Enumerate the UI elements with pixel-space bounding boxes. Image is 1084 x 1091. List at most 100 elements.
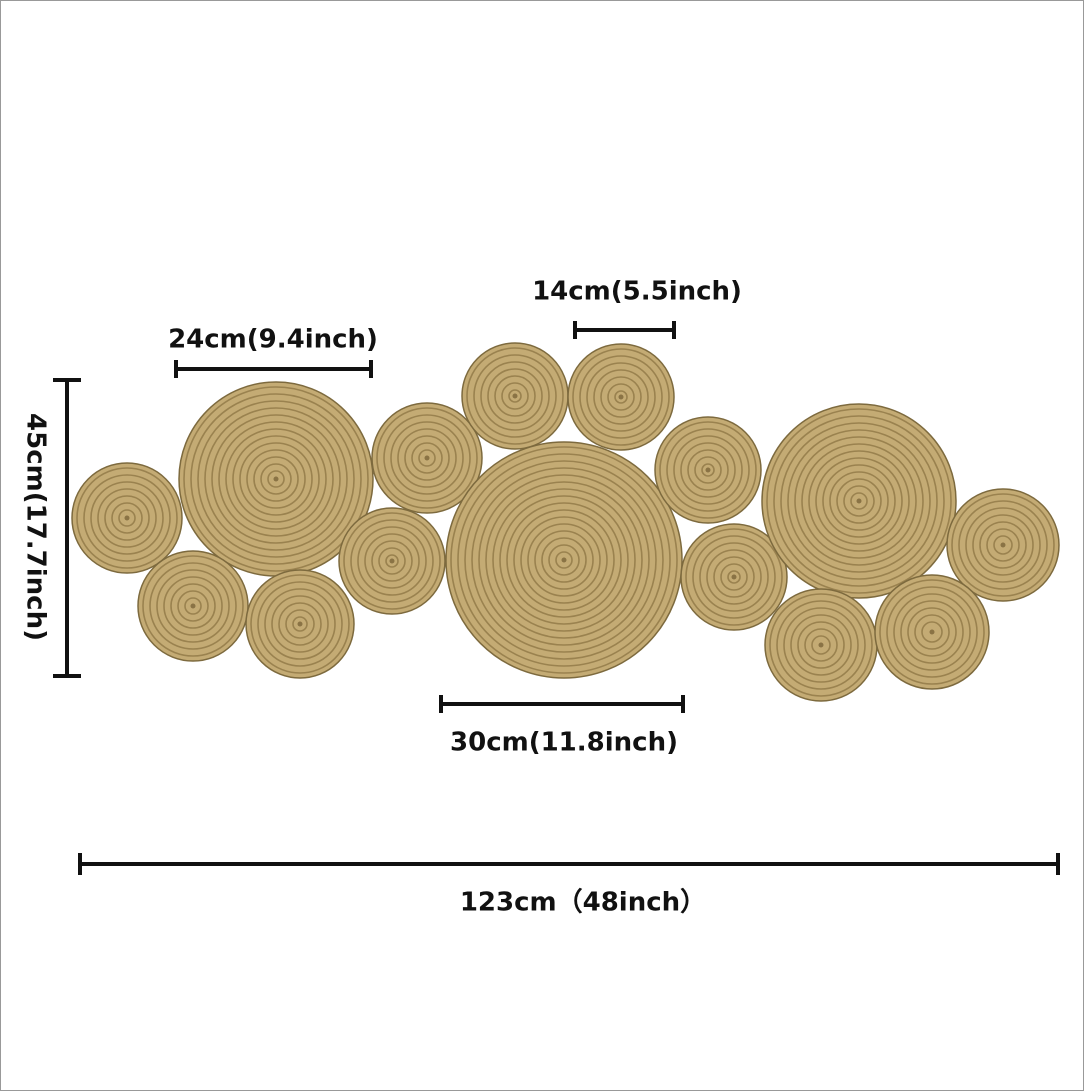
- mat-ring: [506, 502, 622, 618]
- mat-ring: [769, 593, 873, 697]
- placemat: [567, 343, 675, 451]
- mat-ring: [829, 471, 889, 531]
- mat-ring: [811, 635, 831, 655]
- mat-ring: [357, 526, 427, 596]
- mat-ring: [993, 535, 1013, 555]
- mat-ring: [783, 607, 859, 683]
- mat-ring: [527, 523, 601, 597]
- mat-ring: [836, 478, 882, 524]
- placemat: [761, 403, 957, 599]
- mat-ring: [534, 530, 594, 590]
- placemat: [461, 342, 569, 450]
- mat-ring: [797, 621, 845, 669]
- mat-ring: [907, 607, 957, 657]
- large-label: 30cm(11.8inch): [450, 728, 678, 758]
- mat-ring: [499, 495, 629, 625]
- mat-ring: [376, 407, 478, 509]
- small-label: 14cm(5.5inch): [532, 277, 742, 307]
- mat-ring: [246, 449, 306, 509]
- placemat: [874, 574, 990, 690]
- mat-ring: [457, 453, 671, 667]
- mat-ring: [97, 488, 157, 548]
- mat-ring: [371, 540, 413, 582]
- mat-ring: [364, 533, 420, 589]
- mat-ring: [239, 442, 313, 516]
- mat-ring: [267, 470, 285, 488]
- placemat-group: [71, 342, 1060, 702]
- mat-ring: [211, 414, 341, 544]
- mat-ring: [886, 586, 978, 678]
- mat-ring: [776, 600, 866, 690]
- mat-ring: [893, 593, 971, 671]
- placemat: [946, 488, 1060, 602]
- mat-ring: [548, 544, 580, 576]
- mat-ring: [232, 435, 320, 523]
- mat-ring: [397, 428, 457, 488]
- mat-ring: [378, 547, 406, 575]
- mat-ring: [285, 609, 315, 639]
- mat-ring: [986, 528, 1020, 562]
- mat-ring: [685, 528, 783, 626]
- mat-ring: [593, 369, 649, 425]
- mat-center: [424, 455, 430, 461]
- mat-ring: [972, 514, 1034, 576]
- mat-ring: [501, 382, 529, 410]
- mat-ring: [149, 562, 237, 650]
- mat-ring: [815, 457, 903, 545]
- mat-ring: [471, 467, 657, 653]
- mat-ring: [979, 521, 1027, 569]
- mat-ring: [177, 590, 209, 622]
- mat-ring: [773, 415, 945, 587]
- mat-ring: [278, 602, 322, 646]
- mat-ring: [485, 481, 643, 639]
- mat-ring: [343, 512, 441, 610]
- mat-ring: [699, 542, 769, 612]
- mat-ring: [142, 555, 244, 657]
- mat-ring: [790, 614, 852, 676]
- mat-ring: [383, 414, 471, 502]
- mat-ring: [271, 595, 329, 653]
- mat-ring: [385, 554, 399, 568]
- mat-ring: [250, 574, 350, 674]
- mat-ring: [450, 446, 678, 674]
- mat-center: [512, 393, 518, 399]
- mat-ring: [464, 460, 664, 660]
- mat-ring: [418, 449, 436, 467]
- placemat: [71, 462, 183, 574]
- mat-ring: [607, 383, 635, 411]
- mat-ring: [822, 464, 896, 538]
- mat-ring: [411, 442, 443, 474]
- placemat: [137, 550, 249, 662]
- mat-ring: [850, 492, 868, 510]
- mat-ring: [473, 354, 557, 438]
- mat-ring: [184, 597, 202, 615]
- mat-ring: [513, 509, 615, 611]
- mat-ring: [659, 421, 757, 519]
- placemat: [445, 441, 683, 679]
- mat-center: [124, 515, 130, 521]
- placemat: [178, 381, 374, 577]
- placemat: [764, 588, 878, 702]
- mat-ring: [541, 537, 587, 583]
- mat-ring: [520, 516, 608, 604]
- mat-ring: [197, 400, 355, 558]
- mat-ring: [156, 569, 230, 643]
- mat-ring: [118, 509, 136, 527]
- mat-ring: [701, 463, 715, 477]
- mat-ring: [586, 362, 656, 432]
- mat-ring: [487, 368, 543, 424]
- mat-ring: [694, 456, 722, 484]
- mat-center: [190, 603, 196, 609]
- mat-ring: [965, 507, 1041, 583]
- mat-center: [856, 498, 862, 504]
- mat-center: [618, 394, 624, 400]
- mat-ring: [914, 614, 950, 650]
- mat-ring: [83, 474, 171, 562]
- mat-ring: [720, 563, 748, 591]
- mat-ring: [253, 456, 299, 502]
- mat-ring: [727, 570, 741, 584]
- mat-ring: [600, 376, 642, 418]
- mat-ring: [390, 421, 464, 495]
- mat-ring: [801, 443, 917, 559]
